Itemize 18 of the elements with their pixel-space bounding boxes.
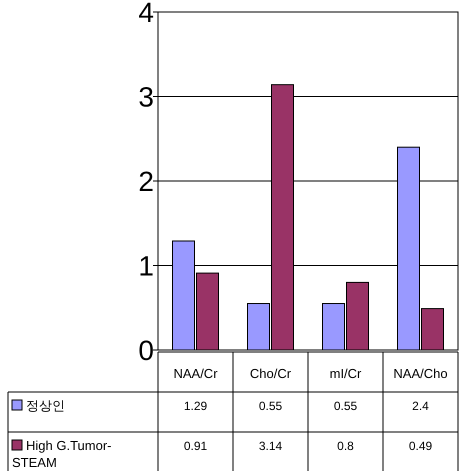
y-tick-label: 3 (138, 82, 154, 112)
y-tick-label: 2 (138, 166, 154, 197)
data-label: 0.8 (337, 439, 354, 453)
legend-label: 정상인 (26, 398, 65, 413)
legend-label: High G.Tumor-STEAM (12, 438, 112, 470)
data-label: 0.91 (184, 439, 208, 453)
x-tick-label: NAA/Cho (393, 366, 448, 381)
y-tick-label: 1 (138, 250, 154, 282)
data-label: 0.49 (408, 439, 432, 453)
x-tick-label: mI/Cr (330, 366, 362, 381)
data-label: 0.55 (334, 399, 358, 413)
x-tick-label: Cho/Cr (250, 366, 292, 381)
data-label: 0.55 (258, 399, 282, 413)
x-tick-label: NAA/Cr (173, 366, 218, 381)
data-label: 1.29 (184, 399, 208, 413)
data-label: 2.4 (412, 399, 430, 413)
y-tick-label: 4 (138, 0, 154, 28)
data-label: 3.14 (258, 439, 282, 453)
